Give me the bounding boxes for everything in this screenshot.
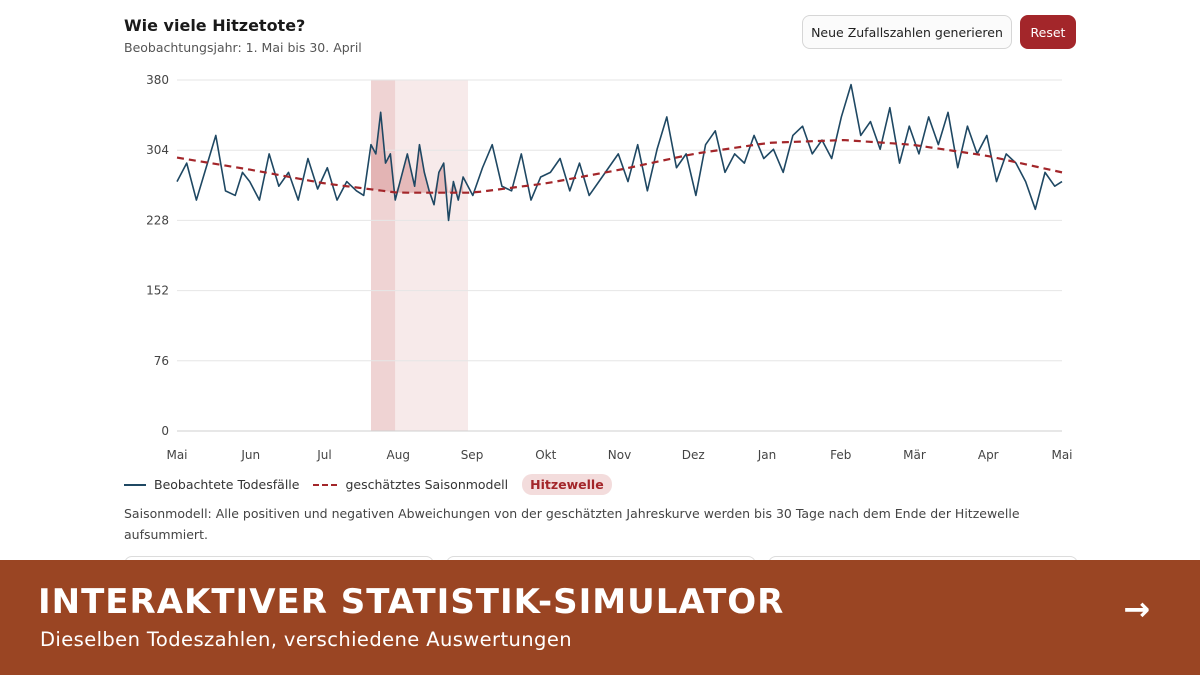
observed-deaths-line	[176, 83, 1063, 222]
heat-deaths-chart: 0 76 152 228 304 380 Mai Jun Jul Aug Sep Okt Nov Dez…	[146, 73, 1072, 462]
chart-legend: Beobachtete Todesfälle geschätztes Saiso…	[124, 474, 626, 495]
banner-title: INTERAKTIVER STATISTIK-SIMULATOR	[38, 582, 785, 622]
chart-title: Wie viele Hitzetote?	[124, 16, 306, 35]
x-tick-label: Mai	[1051, 448, 1072, 462]
y-tick-label: 304	[146, 143, 169, 157]
x-tick-label: Apr	[978, 448, 999, 462]
x-tick-label: Aug	[387, 448, 410, 462]
y-tick-label: 76	[154, 354, 169, 368]
heatwave-badge: Hitzewelle	[522, 474, 612, 495]
x-tick-label: Jun	[240, 448, 260, 462]
y-tick-label: 0	[161, 424, 169, 438]
excess-deaths-area	[370, 112, 464, 193]
legend-item-observed: Beobachtete Todesfälle	[124, 477, 299, 492]
heatwave-layer	[370, 80, 468, 431]
x-tick-label: Sep	[461, 448, 484, 462]
x-tick-label: Jan	[757, 448, 777, 462]
x-axis: Mai Jun Jul Aug Sep Okt Nov Dez Jan Feb Mär Apr Mai	[166, 448, 1072, 462]
aftermath-window-band	[395, 80, 468, 431]
observed-line-swatch	[124, 483, 146, 486]
seasonal-model-line	[176, 138, 1063, 194]
legend-item-heatwave: Hitzewelle	[522, 474, 612, 495]
x-tick-label: Okt	[535, 448, 556, 462]
x-tick-label: Dez	[682, 448, 705, 462]
legend-label-model: geschätztes Saisonmodell	[345, 477, 509, 492]
grid-layer	[177, 79, 1062, 432]
banner-subtitle: Dieselben Todeszahlen, verschiedene Ausw…	[40, 628, 572, 651]
legend-label-observed: Beobachtete Todesfälle	[154, 477, 300, 492]
x-tick-label: Mär	[903, 448, 926, 462]
chart-header: Wie viele Hitzetote? Beobachtungsjahr: 1…	[124, 16, 362, 55]
simulator-banner[interactable]: INTERAKTIVER STATISTIK-SIMULATOR Dieselb…	[0, 560, 1200, 675]
y-tick-label: 152	[146, 284, 169, 298]
x-tick-label: Nov	[608, 448, 631, 462]
y-tick-label: 380	[146, 73, 169, 87]
x-tick-label: Jul	[316, 448, 331, 462]
x-tick-label: Mai	[166, 448, 187, 462]
model-explanation: Saisonmodell: Alle positiven und negativ…	[124, 506, 1020, 542]
generate-random-numbers-button[interactable]: Neue Zufallszahlen generieren	[802, 15, 1012, 49]
x-tick-label: Feb	[830, 448, 851, 462]
series-layer	[176, 83, 1063, 222]
y-axis: 0 76 152 228 304 380	[146, 73, 169, 438]
reset-button[interactable]: Reset	[1020, 15, 1076, 49]
legend-item-model: geschätztes Saisonmodell	[313, 477, 508, 492]
chart-subtitle: Beobachtungsjahr: 1. Mai bis 30. April	[124, 40, 362, 55]
excess-area-layer	[370, 112, 464, 193]
model-line-swatch	[313, 483, 338, 486]
y-tick-label: 228	[146, 213, 169, 227]
arrow-right-icon[interactable]: →	[1123, 590, 1150, 628]
